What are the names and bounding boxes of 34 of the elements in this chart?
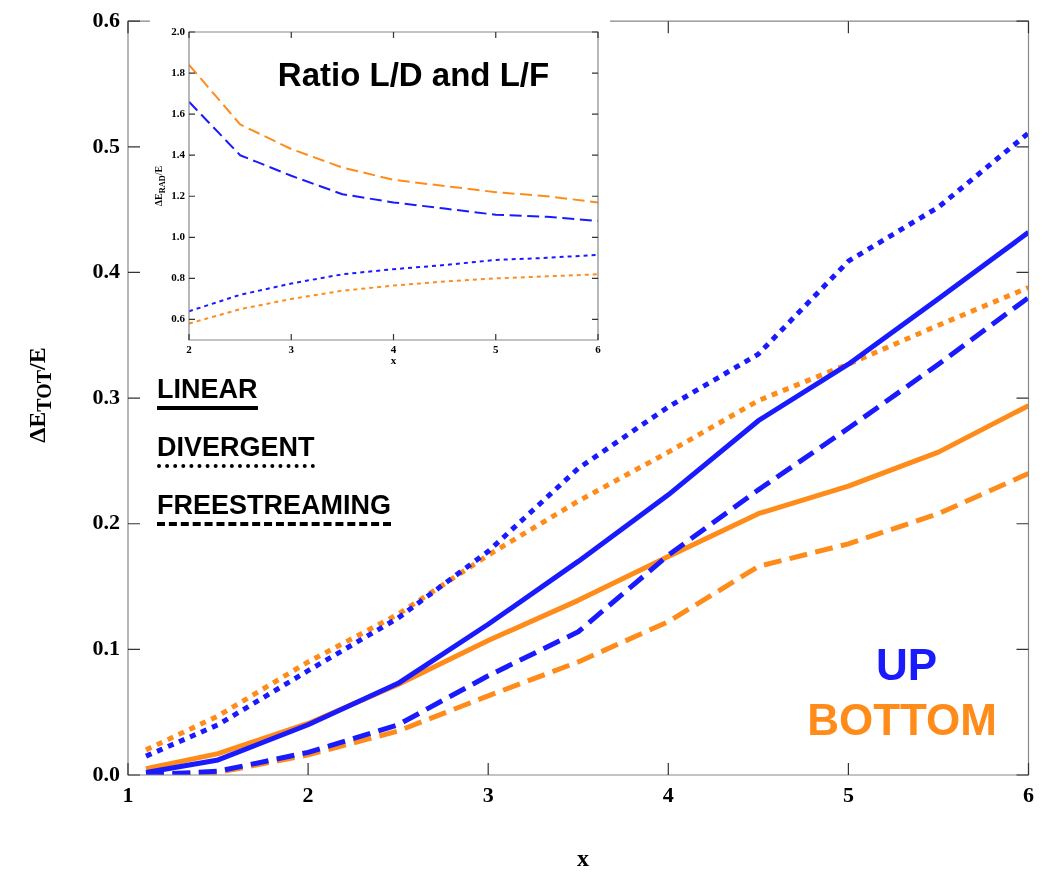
text: Ratio L/D and L/F [277,56,550,94]
y-tick-label: 1.6 [171,106,186,119]
x-tick-label: 5 [493,343,499,356]
annotation: DIVERGENT [157,432,315,468]
y-tick-label: 0.6 [171,312,186,325]
y-tick-label: 1.8 [171,65,186,78]
y-tick-label: 1.4 [171,148,186,161]
x-tick-label: 4 [390,343,397,356]
annotation: UP [875,640,937,690]
annotation: FREESTREAMING [157,490,392,526]
y-tick-label: 0.0 [92,760,120,786]
x-axis-title: x [390,354,397,366]
x-tick-label: 3 [288,343,295,356]
x-tick-label: 2 [186,343,193,356]
y-tick-label: 0.6 [92,6,120,32]
y-tick-label: 0.1 [92,635,120,661]
x-tick-label: 6 [595,343,602,356]
y-tick-label: 0.5 [92,132,120,158]
x-tick-label: 5 [842,781,854,807]
x-tick-label: 4 [662,781,674,807]
y-tick-label: 0.2 [92,509,120,535]
y-tick-label: 2.0 [171,24,186,37]
x-axis-title: x [577,844,589,872]
annotation: BOTTOM [807,695,997,745]
y-tick-label: 1.2 [171,189,186,202]
annotation: LINEAR [157,374,258,410]
x-tick-label: 3 [482,781,494,807]
x-tick-label: 2 [302,781,314,807]
y-tick-label: 0.3 [92,383,120,409]
y-tick-label: 0.8 [171,271,186,284]
x-tick-label: 1 [122,781,134,807]
y-tick-label: 0.4 [92,258,120,284]
x-tick-label: 6 [1023,781,1034,807]
y-tick-label: 1.0 [171,230,186,243]
